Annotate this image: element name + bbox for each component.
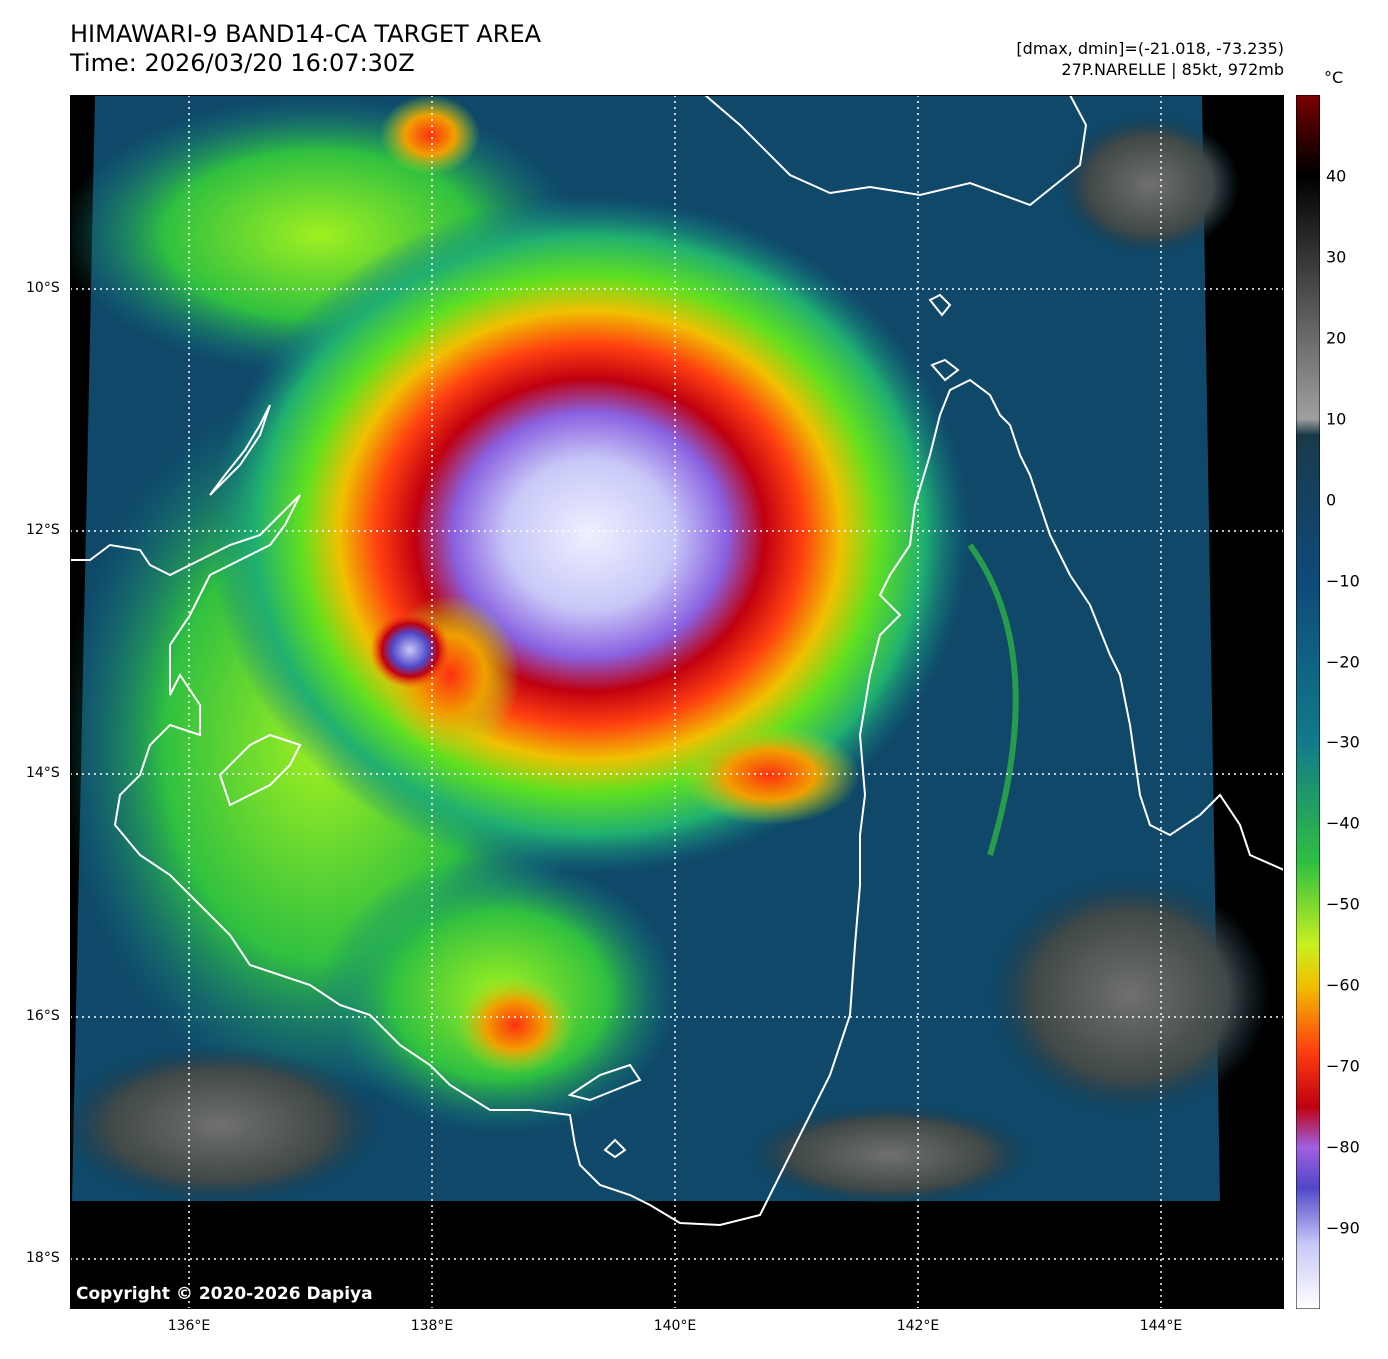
title-line-1: HIMAWARI-9 BAND14-CA TARGET AREA — [70, 20, 542, 48]
colorbar-tick-label: 0 — [1326, 490, 1337, 510]
lon-label-144e: 144°E — [1139, 1318, 1183, 1334]
graticule — [70, 95, 1284, 1309]
clear-sky-southeast — [990, 875, 1270, 1115]
colorbar-tick-label: −80 — [1326, 1137, 1360, 1157]
storm-info: [dmax, dmin]=(-21.018, -73.235) 27P.NARE… — [1016, 38, 1284, 80]
colorbar-tick-label: 20 — [1326, 328, 1347, 348]
colorbar-tick-label: −60 — [1326, 975, 1360, 995]
colorbar-tick-label: −70 — [1326, 1056, 1360, 1076]
colorbar-tick-label: 30 — [1326, 247, 1347, 267]
colorbar-tick-label: −50 — [1326, 894, 1360, 914]
lat-label-10s: 10°S — [26, 280, 60, 296]
chart-title: HIMAWARI-9 BAND14-CA TARGET AREA Time: 2… — [70, 20, 541, 78]
lon-label-140e: 140°E — [653, 1318, 697, 1334]
convective-cell-north — [380, 95, 480, 175]
convective-cell-overshoot — [370, 612, 450, 688]
copyright-text: Copyright © 2020-2026 Dapiya — [76, 1284, 373, 1304]
colorbar-tick-label: 40 — [1326, 166, 1347, 186]
lat-label-12s: 12°S — [26, 522, 60, 538]
colorbar-tick-label: −30 — [1326, 732, 1360, 752]
colorbar-tick-label: −90 — [1326, 1218, 1360, 1238]
lon-label-136e: 136°E — [167, 1318, 211, 1334]
clear-sky-southwest — [70, 1045, 380, 1205]
rainband-cell-east — [680, 725, 860, 825]
clear-sky-south — [750, 1105, 1030, 1205]
lon-label-138e: 138°E — [410, 1318, 454, 1334]
lon-label-142e: 142°E — [896, 1318, 940, 1334]
colorbar-tick-label: −40 — [1326, 813, 1360, 833]
coastlines — [70, 95, 1284, 1227]
lat-label-16s: 16°S — [26, 1008, 60, 1024]
convective-cell-south — [455, 975, 575, 1075]
colorbar-tick-label: −10 — [1326, 571, 1360, 591]
colorbar-ramp — [1296, 95, 1320, 1309]
outer-rainband — [967, 543, 1019, 856]
title-line-2: Time: 2026/03/20 16:07:30Z — [70, 49, 415, 77]
lat-label-14s: 14°S — [26, 765, 60, 781]
lat-label-18s: 18°S — [26, 1250, 60, 1266]
range-text: [dmax, dmin]=(-21.018, -73.235) — [1016, 39, 1284, 58]
colorbar-tick-label: −20 — [1326, 652, 1360, 672]
colorbar-tick-label: 10 — [1326, 409, 1347, 429]
satellite-map — [70, 95, 1284, 1309]
storm-text: 27P.NARELLE | 85kt, 972mb — [1061, 60, 1284, 79]
clear-sky-northeast — [1060, 115, 1240, 255]
colorbar — [1296, 95, 1320, 1309]
colorbar-unit: °C — [1324, 68, 1344, 87]
